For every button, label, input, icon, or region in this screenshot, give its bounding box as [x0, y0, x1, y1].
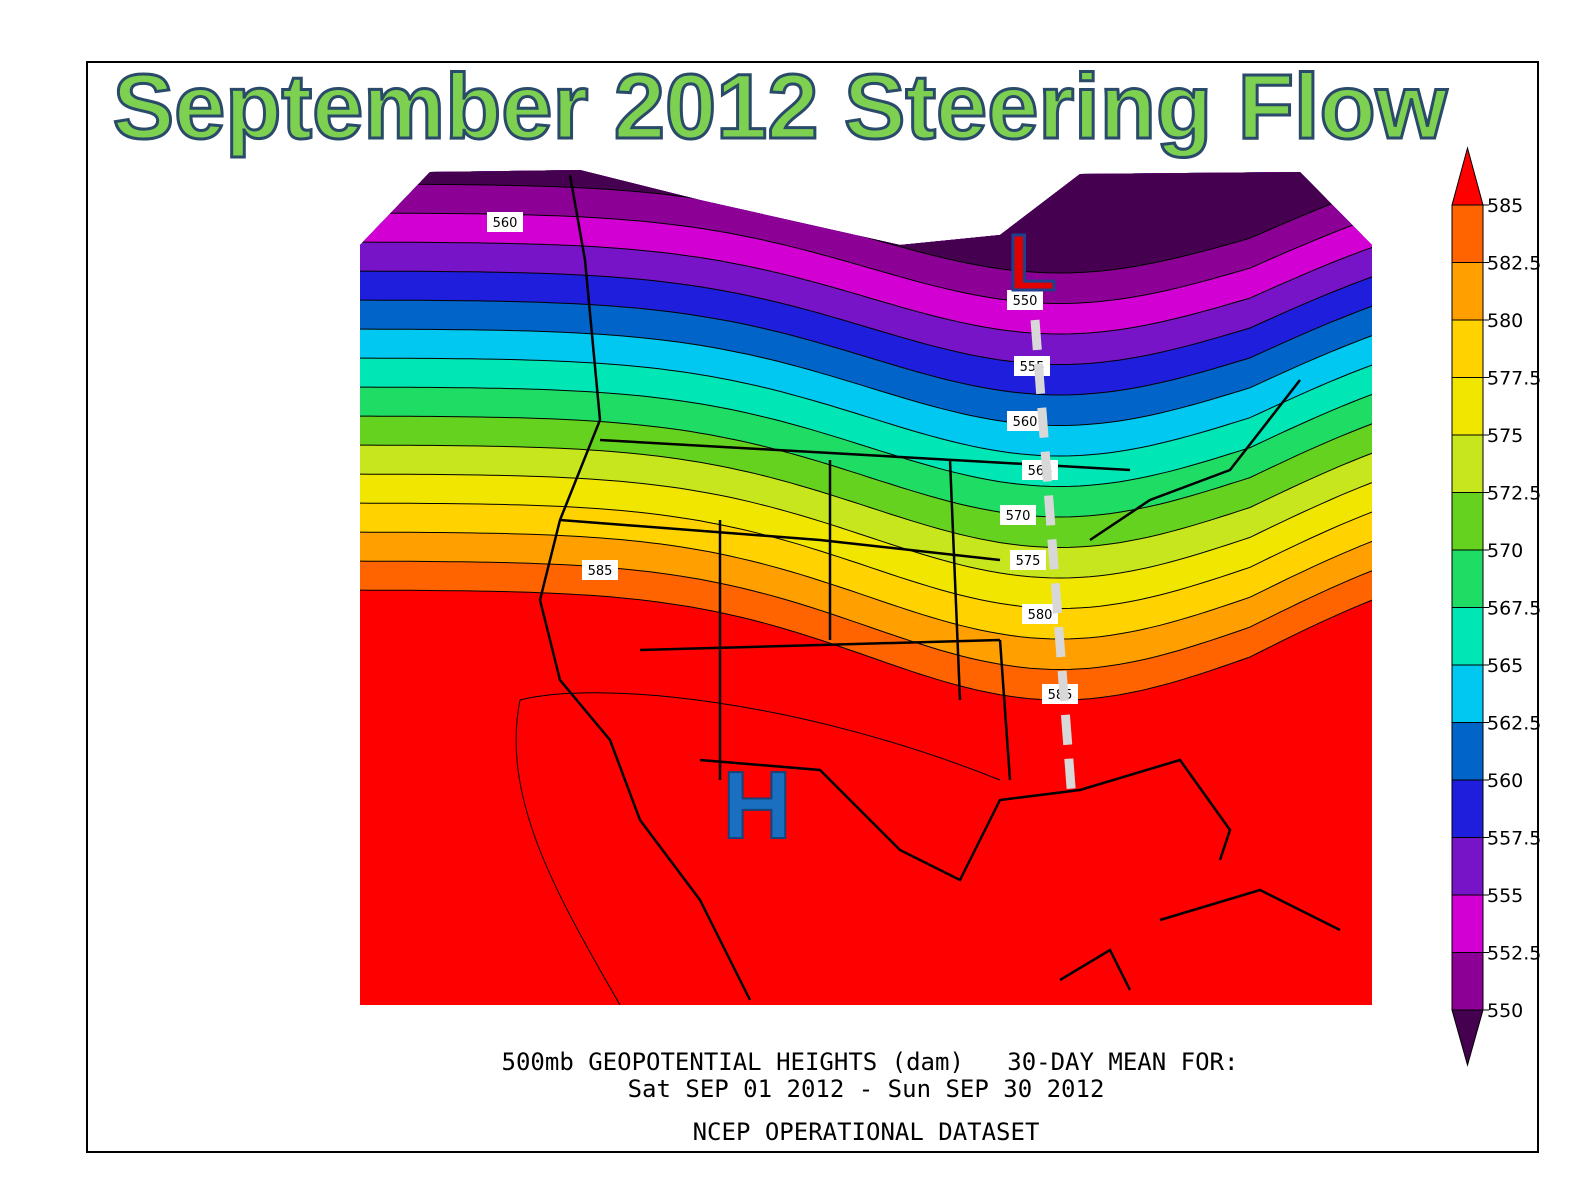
- colorbar-segment: [1451, 262, 1484, 321]
- colorbar-label: 572.5: [1487, 483, 1541, 505]
- contour-line: [360, 299, 1372, 396]
- colorbar-segment: [1451, 837, 1484, 896]
- contour-label: 550: [1013, 294, 1038, 309]
- colorbar-segment: [1451, 319, 1484, 378]
- map: [360, 170, 1372, 1005]
- contour-line: [360, 328, 1372, 427]
- colorbar-label: 562.5: [1487, 713, 1541, 735]
- colorbar-label: 565: [1487, 655, 1523, 677]
- contour-label-box: [1000, 505, 1036, 525]
- colorbar-segment: [1451, 894, 1484, 953]
- colorbar-cap: [1451, 1009, 1484, 1067]
- colorbar-segment: [1451, 434, 1484, 493]
- contour-label: 560: [1013, 415, 1038, 430]
- caption-line: NCEP OPERATIONAL DATASET: [693, 1118, 1040, 1146]
- contour-line: [360, 386, 1372, 488]
- contour-line: [360, 531, 1372, 640]
- colorbar-segment: [1451, 722, 1484, 781]
- colorbar-segment: [1451, 377, 1484, 436]
- colorbar-segment: [1451, 607, 1484, 666]
- contour-label: 585: [588, 564, 613, 579]
- contour-label: 570: [1006, 509, 1031, 524]
- colorbar: 585 582.5 580 577.5 575 572.5 570 567.5 565 562.5…: [1451, 146, 1541, 1067]
- colorbar-segment: [1451, 779, 1484, 838]
- colorbar-cap: [1451, 146, 1484, 206]
- contour-label-box: [487, 212, 523, 232]
- contour-line: [360, 502, 1372, 610]
- colorbar-label: 580: [1487, 310, 1523, 332]
- contour-line: [360, 560, 1372, 671]
- colorbar-label: 570: [1487, 540, 1523, 562]
- colorbar-label: 560: [1487, 770, 1523, 792]
- contour-line: [360, 270, 1372, 366]
- colorbar-label: 550: [1487, 1000, 1523, 1022]
- contour-line: [360, 444, 1372, 549]
- borders: [538, 174, 1341, 1001]
- colorbar-segment: [1451, 204, 1484, 263]
- caption-line: Sat SEP 01 2012 - Sun SEP 30 2012: [628, 1075, 1105, 1103]
- colorbar-label: 582.5: [1487, 253, 1541, 275]
- contour-line: [360, 241, 1372, 335]
- contour-label-box: [582, 560, 618, 580]
- contour-label: 560: [493, 216, 518, 231]
- contour-label-box: [1010, 550, 1046, 570]
- colorbar-label: 577.5: [1487, 368, 1541, 390]
- contour-line: [515, 692, 1001, 1005]
- colorbar-label: 567.5: [1487, 598, 1541, 620]
- colorbar-segment: [1451, 492, 1484, 551]
- frame: [86, 61, 1539, 1153]
- contour-label: 575: [1016, 554, 1041, 569]
- contour-label: 580: [1028, 608, 1053, 623]
- caption-line: 500mb GEOPOTENTIAL HEIGHTS (dam) 30-DAY …: [502, 1048, 1239, 1076]
- contour-line: [360, 357, 1372, 457]
- contour-label-box: [1007, 411, 1043, 431]
- title: September 2012 Steering Flow: [113, 56, 1448, 158]
- colorbar-label: 557.5: [1487, 828, 1541, 850]
- colorbar-segment: [1451, 549, 1484, 608]
- high-marker: H: [722, 752, 791, 859]
- contour-label-box: [1022, 604, 1058, 624]
- contour-label-box: [1007, 290, 1043, 310]
- colorbar-label: 555: [1487, 885, 1523, 907]
- colorbar-label: 585: [1487, 195, 1523, 217]
- trough-axis: [1030, 319, 1077, 801]
- colorbar-segment: [1451, 664, 1484, 723]
- contour-line: [360, 589, 1372, 701]
- colorbar-label: 575: [1487, 425, 1523, 447]
- colorbar-segment: [1451, 952, 1484, 1011]
- colorbar-label: 552.5: [1487, 943, 1541, 965]
- contour-line: [360, 415, 1372, 518]
- low-marker: L: [1008, 218, 1057, 307]
- contour-line: [360, 473, 1372, 579]
